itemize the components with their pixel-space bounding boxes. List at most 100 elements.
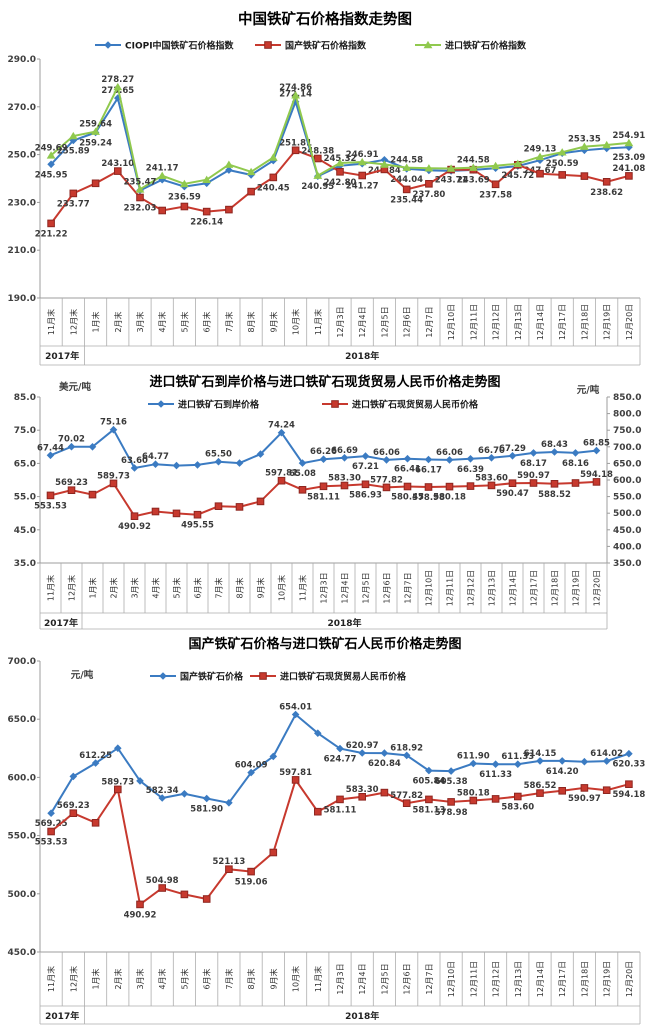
x-axis-category-label: 12月14日 [509, 570, 518, 606]
square-marker-icon [425, 180, 433, 188]
data-point-label: 254.91 [612, 131, 645, 141]
square-marker-icon [67, 486, 76, 495]
diamond-marker-icon [602, 757, 611, 765]
square-marker-icon [136, 900, 144, 909]
data-point-label: 68.16 [562, 459, 589, 469]
square-marker-icon [247, 867, 255, 876]
data-point-label: 597.81 [279, 768, 312, 778]
square-marker-icon [508, 479, 517, 488]
triangle-marker-icon [157, 171, 167, 179]
series-进口铁矿石价格指数: 249.69 259.64 278.27 235.47 241.17 274.86 246.… [35, 75, 645, 193]
square-marker-icon [202, 207, 211, 216]
y2-axis-tick-label: 750.0 [613, 426, 641, 436]
data-point-label: 67.29 [499, 444, 526, 454]
x-axis-category-label: 12月4日 [341, 572, 350, 603]
data-point-label: 654.01 [279, 703, 312, 713]
square-marker-icon [580, 784, 589, 792]
x-axis-category-label: 5月末 [179, 311, 189, 332]
x-axis-table: 11月末 12月末 1月末 2月末 3月末 4月末 5月末 6月末 7月末 8月末 9月末 10月末 1… [39, 562, 608, 630]
diamond-marker-icon [550, 448, 559, 456]
square-marker-icon [235, 503, 244, 511]
x-axis-category-label: 12月5日 [362, 572, 371, 603]
x-axis-category-label: 12月3日 [336, 306, 345, 337]
data-point-label: 577.82 [370, 475, 403, 485]
square-marker-icon [291, 146, 300, 155]
diamond-marker-icon [91, 759, 100, 767]
data-point-label: 63.60 [121, 456, 148, 466]
data-point-label: 620.84 [368, 759, 401, 769]
square-marker-icon [529, 479, 538, 487]
data-point-label: 569.23 [57, 801, 90, 811]
square-marker-icon [314, 807, 322, 816]
data-point-label: 580.18 [433, 493, 466, 503]
data-point-label: 580.18 [457, 789, 490, 799]
square-marker-icon [214, 502, 223, 510]
data-point-label: 581.13 [412, 805, 445, 815]
x-axis-category-label: 12月10日 [447, 304, 456, 340]
y2-axis-tick-label: 800.0 [613, 410, 641, 420]
x-axis-category-label: 12月11日 [446, 570, 455, 606]
y-axis-tick-label: 55.0 [14, 493, 36, 503]
x-axis-category-label: 9月末 [256, 577, 266, 598]
square-marker-icon [225, 865, 233, 873]
square-marker-icon [469, 796, 478, 805]
square-marker-icon [491, 180, 500, 189]
x-axis-category-label: 12月3日 [336, 963, 345, 994]
y-axis-tick-label: 600.0 [8, 773, 36, 783]
square-marker-icon [491, 795, 500, 803]
x-axis-category-label: 6月末 [202, 968, 212, 989]
data-point-label: 605.84 [412, 777, 445, 787]
square-marker-icon [47, 827, 55, 836]
data-point-label: 66.41 [394, 465, 421, 475]
x-axis-category-label: 12月18日 [551, 570, 560, 606]
diamond-marker-icon [580, 757, 589, 766]
y-axis-left: 290.0 270.0 250.0 230.0 210.0 190.0 [8, 55, 41, 304]
chart-title: 国产铁矿石价格与进口铁矿石人民币价格走势图 [188, 636, 461, 652]
triangle-marker-icon [580, 142, 589, 150]
data-point-label: 581.11 [324, 805, 357, 815]
legend-label: 国产铁矿石价格指数 [285, 40, 367, 52]
square-marker-icon [264, 41, 272, 49]
triangle-marker-icon [357, 157, 367, 166]
x-axis-category-label: 12月13日 [514, 961, 523, 997]
x-axis-category-label: 12月20日 [593, 570, 602, 606]
x-axis-category-label: 12月10日 [447, 961, 456, 997]
diamond-marker-icon [69, 772, 78, 781]
data-point-label: 586.52 [524, 781, 557, 791]
x-axis-category-label: 5月末 [179, 968, 189, 989]
triangle-marker-icon [491, 161, 500, 170]
x-axis-category-label: 12月6日 [403, 963, 412, 994]
data-point-label: 248.38 [301, 147, 334, 157]
square-marker-icon [180, 202, 189, 211]
diamond-marker-icon [529, 449, 538, 457]
y-axis-tick-label: 35.0 [14, 559, 36, 569]
square-marker-icon [136, 193, 144, 202]
square-marker-icon [358, 171, 366, 180]
x-axis-category-label: 4月末 [157, 968, 167, 989]
square-marker-icon [571, 479, 580, 487]
square-marker-icon [158, 206, 166, 215]
triangle-marker-icon [513, 159, 523, 167]
y2-axis-tick-label: 600.0 [613, 476, 641, 486]
triangle-marker-icon [291, 91, 300, 99]
y-axis-tick-label: 700.0 [8, 657, 36, 667]
data-point-label: 504.98 [146, 876, 179, 886]
data-point-label: 70.02 [58, 435, 85, 445]
data-point-label: 614.15 [524, 749, 557, 759]
legend-item: 进口铁矿石现货贸易人民币价格 [322, 399, 479, 411]
x-axis-category-label: 12月11日 [469, 961, 478, 997]
data-point-label: 249.13 [524, 145, 557, 155]
x-axis-category-label: 4月末 [151, 577, 161, 598]
diamond-marker-icon [180, 790, 189, 798]
x-axis-category-label: 12月6日 [403, 306, 412, 337]
data-point-label: 240.45 [257, 183, 290, 193]
data-point-label: 594.18 [612, 790, 645, 800]
data-point-label: 237.80 [412, 190, 445, 200]
legend-label: CIOPI中国铁矿石价格指数 [125, 40, 235, 52]
data-point-label: 242.80 [324, 178, 357, 188]
data-point-label: 66.17 [415, 466, 442, 476]
data-point-label: 259.24 [79, 139, 112, 149]
x-axis-category-label: 6月末 [193, 577, 203, 598]
data-point-label: 569.23 [55, 478, 88, 488]
diamond-marker-icon [536, 156, 544, 164]
